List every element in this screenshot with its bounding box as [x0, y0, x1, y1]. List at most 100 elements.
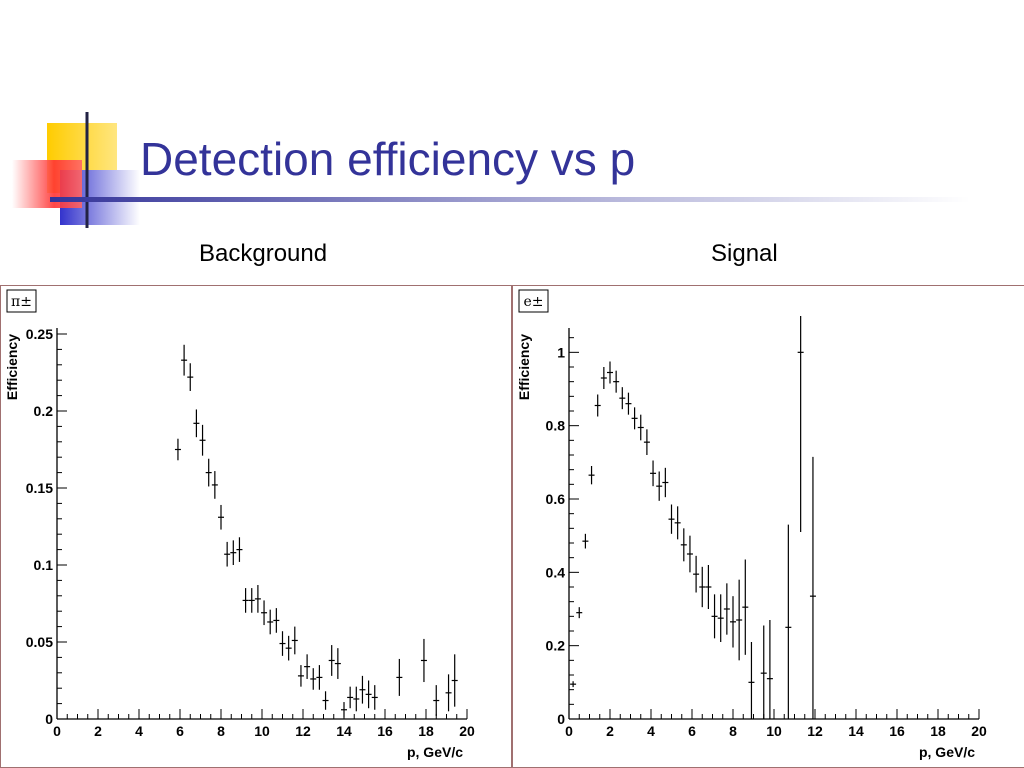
chart0-data-point [353, 686, 360, 712]
chart0-x-tick-label: 6 [176, 723, 184, 739]
chart1-data-point [576, 607, 583, 619]
chart0-data-point [236, 537, 243, 562]
chart0-data-point [310, 668, 317, 690]
chart0-x-tick-label: 20 [459, 723, 475, 739]
chart0-x-tick-label: 0 [53, 723, 61, 739]
chart1-x-tick-label: 8 [729, 723, 737, 739]
chart1-data-point [797, 316, 804, 532]
chart1-x-axis-label: p, GeV/c [919, 744, 975, 760]
chart0-data-point [174, 438, 181, 461]
chart1-tag-label: e± [523, 294, 543, 310]
chart1-data-point [662, 467, 669, 498]
chart1-x-tick-label: 20 [971, 723, 987, 739]
chart1-y-tick-label: 0.6 [546, 491, 566, 507]
chart0-y-tick-label: 0.2 [34, 403, 54, 419]
chart1-x-tick-label: 18 [930, 723, 946, 739]
chart0-data-point [224, 541, 231, 567]
chart1-tag-box: e± [518, 289, 549, 313]
chart0-data-point [420, 638, 427, 683]
chart0-data-point [199, 424, 206, 456]
chart1-data-point [619, 387, 626, 410]
panel-label-signal: Signal [711, 240, 778, 267]
chart0-data-point [267, 609, 274, 635]
chart1-x-tick-label: 16 [889, 723, 905, 739]
chart1-data-point [711, 594, 718, 639]
chart1-y-tick-label: 0.4 [546, 564, 566, 580]
chart0-data-point [205, 458, 212, 487]
chart1-data-point [693, 555, 700, 593]
chart1-data-point [723, 583, 730, 635]
chart0-y-tick-label: 0.05 [26, 634, 53, 650]
chart0-x-tick-label: 16 [377, 723, 393, 739]
chart0-data-point [279, 631, 286, 656]
chart0-data-point [254, 585, 261, 613]
background-efficiency-plot: π± 0 2 4 6 8 10 12 14 16 18 20 0 0.05 0.1 0.15 0.2 0.25 Ef… [0, 285, 512, 768]
chart1-x-tick-label: 0 [565, 723, 573, 739]
chart0-y-tick-label: 0 [45, 711, 53, 727]
chart0-data-point [211, 471, 218, 499]
chart0-x-tick-label: 8 [217, 723, 225, 739]
chart1-x-tick-label: 2 [606, 723, 614, 739]
chart0-x-tick-label: 10 [254, 723, 270, 739]
chart0-data-point [230, 540, 237, 565]
chart0-data-point [187, 363, 194, 391]
chart0-data-point [291, 626, 298, 655]
chart0-data-point [273, 608, 280, 633]
chart0-y-tick-label: 0.15 [26, 480, 53, 496]
chart0-data-point [334, 648, 341, 679]
chart0-data-point [248, 588, 255, 613]
chart1-data-point [766, 620, 773, 719]
chart0-y-axis-label: Efficiency [4, 334, 20, 400]
chart1-data-point [717, 594, 724, 642]
chart0-data-point [328, 645, 335, 676]
chart1-data-point [600, 367, 607, 389]
chart0-x-tick-label: 2 [94, 723, 102, 739]
title-decoration [12, 112, 970, 228]
chart1-data-point [809, 456, 816, 719]
chart1-data-point [736, 579, 743, 661]
slide-title: Detection efficiency vs p [140, 133, 636, 185]
chart0-y-tick-label: 0.25 [26, 326, 53, 342]
chart1-x-tick-label: 12 [807, 723, 823, 739]
chart1-data-point [730, 596, 736, 648]
chart0-data-point [304, 654, 311, 679]
chart0-data-point [316, 665, 323, 690]
chart1-data-point [607, 361, 613, 384]
chart0-x-axis-label: p, GeV/c [407, 744, 463, 760]
chart0-data-point [359, 675, 366, 704]
chart1-x-tick-label: 14 [848, 723, 864, 739]
chart0-data-point [285, 635, 292, 661]
chart0-data-point [396, 658, 403, 696]
chart0-y-tick-label: 0.1 [34, 557, 54, 573]
chart1-data-point [668, 504, 675, 534]
chart0-data-point [341, 702, 347, 718]
chart1-data-point [643, 429, 650, 455]
signal-chart: e± 0 2 4 6 8 10 12 14 16 18 20 0 0.2 0.4 0.6 0.8 1 Efficie… [516, 289, 987, 760]
chart0-tag-label: π± [11, 294, 32, 310]
chart0-data-point [371, 685, 378, 710]
signal-efficiency-plot: e± 0 2 4 6 8 10 12 14 16 18 20 0 0.2 0.4 0.6 0.8 1 Efficie… [512, 285, 1024, 768]
chart1-data-point [631, 407, 638, 430]
chart1-data-point [613, 370, 620, 393]
chart1-data-point [582, 533, 589, 549]
chart0-tag-box: π± [6, 289, 37, 313]
chart1-y-tick-label: 1 [557, 344, 565, 360]
chart1-x-tick-label: 4 [647, 723, 655, 739]
chart1-data-point [570, 681, 577, 688]
title-underline [50, 197, 970, 202]
chart0-data-point [347, 686, 354, 709]
chart1-data-point [680, 528, 687, 562]
chart1-data-point [760, 625, 767, 719]
chart1-data-point [785, 524, 792, 719]
chart0-data-point [261, 600, 268, 626]
chart0-data-point [322, 691, 329, 710]
chart1-data-point [699, 566, 706, 608]
chart1-data-point [594, 394, 601, 417]
chart0-data-point [242, 588, 249, 613]
chart0-data-point [433, 685, 440, 716]
chart1-y-tick-label: 0.8 [546, 418, 566, 434]
chart0-x-tick-label: 12 [295, 723, 311, 739]
chart1-data-point [742, 559, 749, 655]
background-chart: π± 0 2 4 6 8 10 12 14 16 18 20 0 0.05 0.1 0.15 0.2 0.25 Ef… [4, 289, 475, 760]
